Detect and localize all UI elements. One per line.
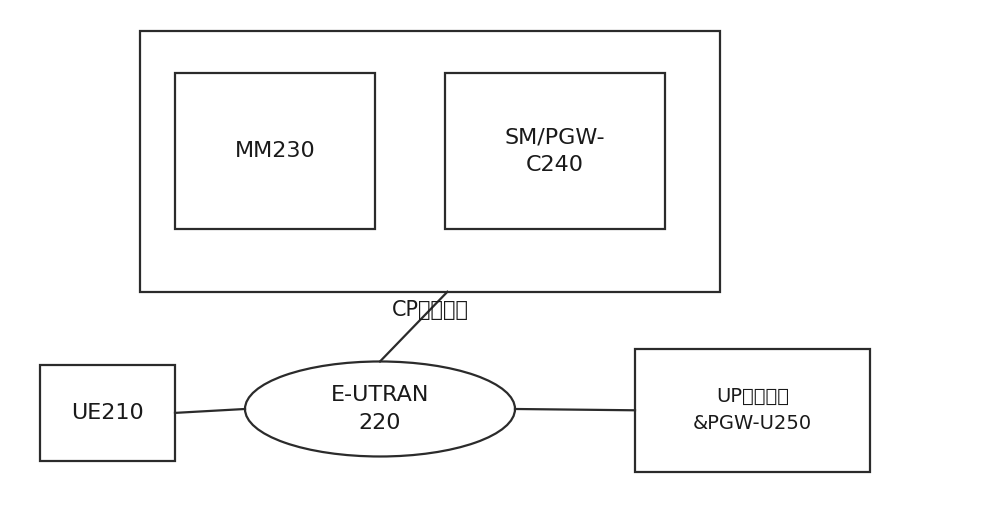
- Text: SM/PGW-
C240: SM/PGW- C240: [505, 127, 605, 175]
- Text: CP功能实体: CP功能实体: [392, 300, 468, 320]
- Ellipse shape: [245, 362, 515, 456]
- Bar: [175, 73, 375, 229]
- Bar: [140, 31, 720, 292]
- Text: UP功能实体
&PGW-U250: UP功能实体 &PGW-U250: [693, 387, 812, 433]
- Bar: [445, 73, 665, 229]
- Text: UE210: UE210: [71, 403, 144, 423]
- Text: E-UTRAN
220: E-UTRAN 220: [331, 385, 429, 433]
- Bar: [40, 365, 175, 461]
- Text: MM230: MM230: [235, 141, 315, 161]
- Bar: [635, 349, 870, 472]
